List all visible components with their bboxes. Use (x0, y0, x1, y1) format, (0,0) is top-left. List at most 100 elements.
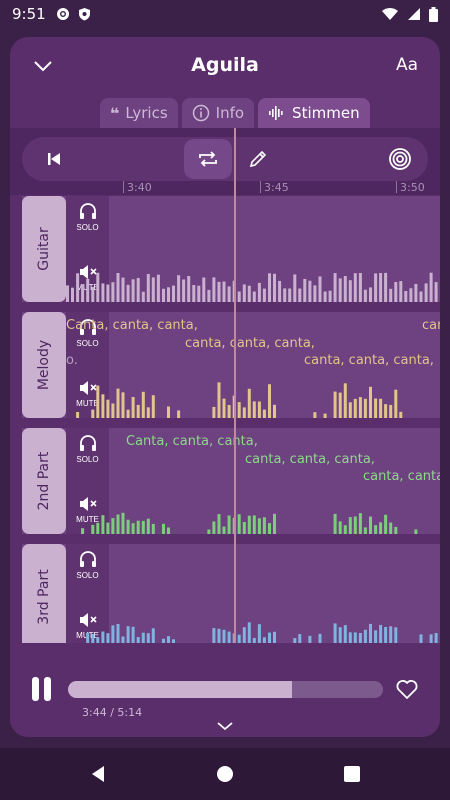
waveform-bar (399, 411, 403, 418)
waveform-bar (323, 413, 327, 418)
waveform-bar (212, 628, 216, 644)
waveform-bar (429, 272, 433, 302)
waveform-bar (273, 513, 276, 534)
headphones-icon (79, 551, 96, 567)
waveform-bar (177, 275, 181, 302)
loop-button[interactable] (184, 139, 232, 179)
waveform-bar (96, 272, 100, 302)
chevron-down-icon[interactable] (216, 721, 234, 731)
volume-mute-icon (79, 381, 97, 395)
waveform-bar (86, 278, 90, 302)
waveform-bar (106, 399, 110, 418)
waveform-bar (222, 398, 226, 418)
waveform-bar (384, 514, 388, 534)
waveform-bar (106, 284, 110, 302)
chevron-down-icon[interactable] (32, 55, 54, 77)
headphones-icon (79, 319, 96, 335)
waveform-bar (257, 282, 261, 302)
waveform-bar (126, 519, 130, 534)
waveform-bar (207, 529, 211, 534)
waveform-bar (338, 392, 342, 418)
target-button[interactable] (378, 137, 422, 181)
timeline-ruler[interactable]: 3:40 3:45 3:50 (10, 181, 440, 195)
waveform-bar (389, 288, 393, 302)
solo-button[interactable]: SOLO (66, 549, 109, 580)
waveform-bar (86, 632, 90, 644)
waveform-bar (126, 409, 130, 418)
tab-stimmen[interactable]: Stimmen (258, 98, 370, 128)
waveform-bar (358, 397, 362, 418)
playhead[interactable] (234, 128, 236, 648)
waveform-bar (333, 513, 337, 534)
solo-button[interactable]: SOLO (66, 201, 109, 232)
waveform-bar (353, 516, 357, 534)
waveform-bar (131, 279, 135, 302)
target-icon (389, 148, 411, 170)
progress-bar[interactable] (68, 681, 383, 698)
waveform-bar (343, 525, 347, 534)
back-icon[interactable] (90, 765, 106, 783)
recents-icon[interactable] (344, 766, 360, 782)
waveform-bar (217, 628, 221, 644)
waveform-bar (121, 512, 125, 534)
tab-info[interactable]: Info (181, 98, 255, 128)
waveform-bar (151, 628, 155, 644)
waveform-bar (146, 407, 150, 418)
waveform-bar (348, 517, 352, 534)
waveform-bar (242, 627, 246, 644)
waveform-bar (202, 277, 206, 302)
waveform-bar (101, 515, 105, 534)
waveform-bar (394, 526, 398, 534)
waveform-bar (151, 395, 155, 418)
waveform-bar (116, 388, 120, 418)
waveform-bar (374, 273, 378, 302)
waveform-bar (146, 518, 150, 534)
wifi-icon (382, 8, 398, 20)
pause-button[interactable] (32, 677, 54, 701)
track-label[interactable]: Melody (22, 312, 66, 418)
lyric-line: canta, canta, canta, (185, 336, 315, 351)
waveform-bar (136, 404, 140, 418)
waveform-bar (338, 278, 342, 302)
waveform-bar (363, 527, 367, 534)
waveform-bar (222, 629, 226, 644)
waveform-bar (389, 404, 393, 418)
waveform-bar (252, 515, 256, 534)
heart-icon[interactable] (395, 677, 419, 701)
edit-button[interactable] (236, 137, 280, 181)
waveform-bar (172, 639, 175, 644)
waveform-bar (369, 386, 372, 418)
waveform-bar (212, 521, 216, 534)
lyric-line: can (422, 318, 440, 333)
waveform-bar (96, 637, 100, 644)
waveform-bar (394, 389, 398, 418)
waveform-bar (429, 634, 433, 644)
pause-icon (32, 677, 39, 701)
waveform-bar (348, 402, 352, 418)
lyric-line: canta, canta (363, 469, 440, 484)
solo-button[interactable]: SOLO (66, 433, 109, 464)
waveform-bar (358, 513, 362, 534)
track-label[interactable]: 2nd Part (22, 428, 66, 534)
waveform-bar (146, 274, 150, 302)
waveform-bar (217, 382, 221, 418)
waveform-bar (192, 285, 196, 302)
loop-icon (199, 151, 217, 167)
waveform (81, 512, 418, 534)
waveform-bar (384, 272, 388, 302)
mute-button[interactable]: MUTE (66, 495, 109, 524)
track-label[interactable]: 3rd Part (22, 544, 66, 650)
waveform-bar (434, 282, 438, 302)
waveform-bar (126, 284, 130, 302)
font-size-button[interactable]: Aa (395, 55, 418, 75)
solo-button[interactable]: SOLO (66, 317, 109, 348)
track-label[interactable]: Guitar (22, 196, 66, 302)
playback-time: 3:44 / 5:14 (82, 706, 143, 719)
waveform-bar (399, 281, 403, 302)
home-icon[interactable] (216, 765, 234, 783)
mute-button[interactable]: MUTE (66, 379, 109, 408)
tab-lyrics[interactable]: ❝ Lyrics (100, 98, 178, 128)
waveform-bar (298, 288, 302, 302)
waveform-bar (394, 282, 398, 302)
skip-back-button[interactable] (32, 137, 76, 181)
